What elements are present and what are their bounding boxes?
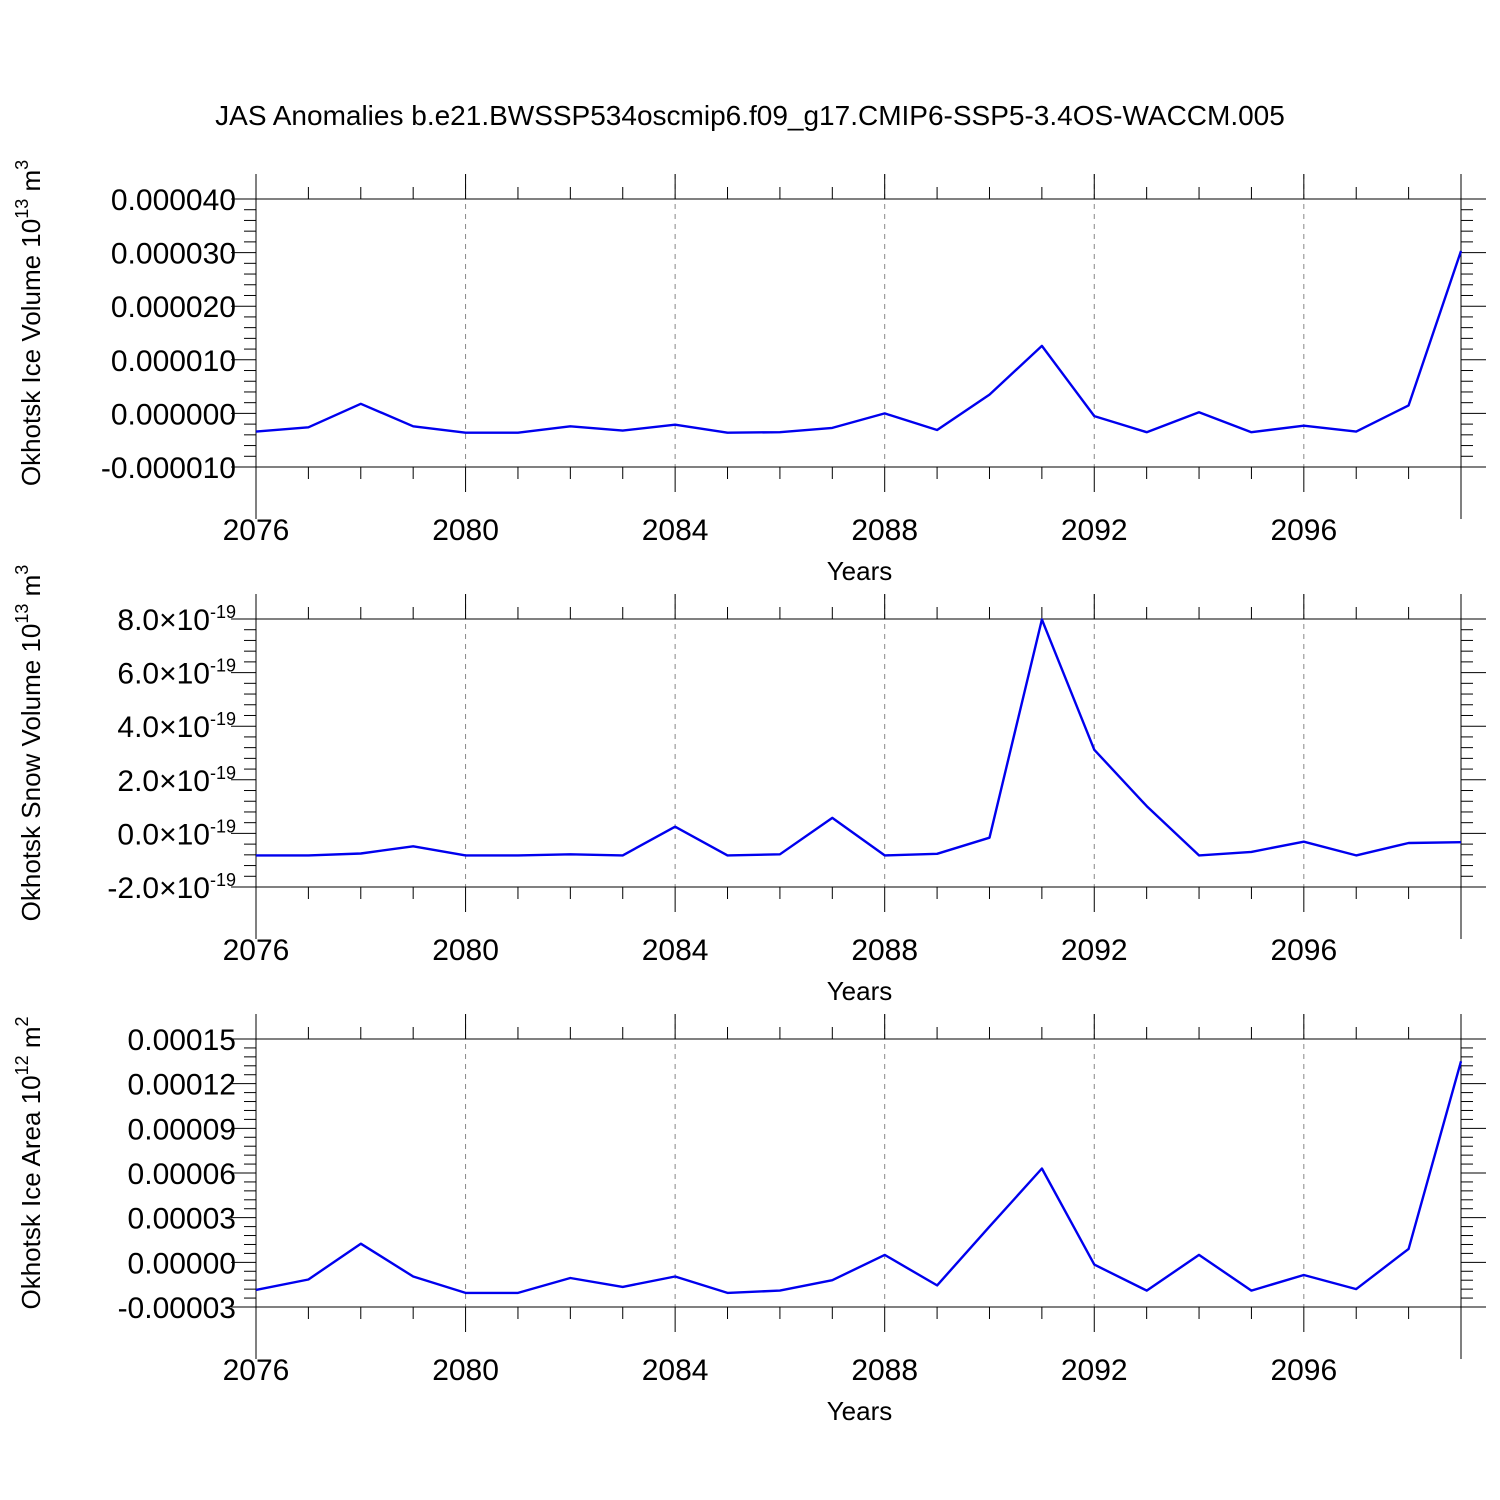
- axes-frame: [231, 174, 1486, 519]
- x-tick-label-2084: 2084: [642, 514, 709, 547]
- y-tick-label: 0.00015: [128, 1024, 236, 1057]
- panel-2: 2076 2080 2084 2088 2092 2096 Years -2.0×10-19 0…: [12, 565, 1486, 1006]
- y-tick-label: 0.00000: [128, 1247, 236, 1280]
- series-line: [255, 250, 1463, 434]
- y-tick-label: 0.000030: [111, 238, 236, 271]
- axes-frame: [231, 594, 1486, 939]
- y-tick-label: -0.000010: [101, 452, 236, 485]
- panels: 2076 2080 2084 2088 2092 2096 Years -0.000010 0.…: [12, 160, 1486, 1426]
- x-tick-label-2096: 2096: [1270, 1354, 1337, 1387]
- y-tick-label: 0.000010: [111, 345, 236, 378]
- y-axis-label: Okhotsk Snow Volume 1013 m3: [12, 565, 46, 922]
- y-tick-label: -2.0×10-19: [107, 870, 236, 905]
- y-tick-label: 0.000040: [111, 184, 236, 217]
- x-tick-label-2080: 2080: [432, 934, 499, 967]
- y-tick-label: 0.00003: [128, 1203, 236, 1236]
- y-tick-label: 0.000000: [111, 398, 236, 431]
- x-tick-label-2092: 2092: [1061, 934, 1128, 967]
- y-tick-label: -0.00003: [118, 1292, 236, 1325]
- x-axis-label: Years: [827, 976, 893, 1006]
- series-line: [255, 1060, 1463, 1295]
- y-tick-label: 0.000020: [111, 291, 236, 324]
- y-tick-label: 8.0×10-19: [117, 602, 236, 637]
- figure-title: JAS Anomalies b.e21.BWSSP534oscmip6.f09_…: [215, 100, 1285, 131]
- panel-3: 2076 2080 2084 2088 2092 2096 Years -0.00003 0.0…: [12, 1014, 1486, 1426]
- x-tick-label-2096: 2096: [1270, 934, 1337, 967]
- y-axis-label: Okhotsk Ice Volume 1013 m3: [12, 160, 46, 486]
- y-tick-label: 6.0×10-19: [117, 656, 236, 691]
- x-tick-label-2088: 2088: [851, 934, 918, 967]
- x-tick-label-2080: 2080: [432, 1354, 499, 1387]
- y-tick-label: 4.0×10-19: [117, 709, 236, 744]
- x-tick-label-2092: 2092: [1061, 514, 1128, 547]
- axes-frame: [231, 1014, 1486, 1359]
- x-axis-label: Years: [827, 1396, 893, 1426]
- x-tick-label-2092: 2092: [1061, 1354, 1128, 1387]
- y-tick-label: 0.00012: [128, 1069, 236, 1102]
- panel-1: 2076 2080 2084 2088 2092 2096 Years -0.000010 0.…: [12, 160, 1486, 586]
- x-tick-label-2088: 2088: [851, 1354, 918, 1387]
- x-tick-label-2096: 2096: [1270, 514, 1337, 547]
- y-axis-label: Okhotsk Ice Area 1012 m2: [12, 1016, 46, 1309]
- series-line: [256, 618, 1462, 857]
- y-tick-label: 0.00009: [128, 1113, 236, 1146]
- x-tick-label-2084: 2084: [642, 1354, 709, 1387]
- x-tick-label-2088: 2088: [851, 514, 918, 547]
- y-tick-label: 2.0×10-19: [117, 763, 236, 798]
- x-tick-label-2076: 2076: [223, 934, 290, 967]
- y-tick-label: 0.00006: [128, 1158, 236, 1191]
- x-tick-label-2084: 2084: [642, 934, 709, 967]
- x-tick-label-2080: 2080: [432, 514, 499, 547]
- x-tick-label-2076: 2076: [223, 1354, 290, 1387]
- x-axis-label: Years: [827, 556, 893, 586]
- x-tick-label-2076: 2076: [223, 514, 290, 547]
- y-tick-label: 0.0×10-19: [117, 816, 236, 851]
